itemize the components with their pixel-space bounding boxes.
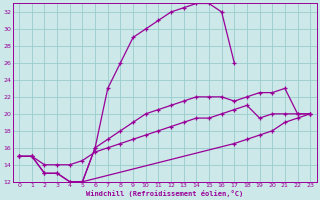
- X-axis label: Windchill (Refroidissement éolien,°C): Windchill (Refroidissement éolien,°C): [86, 190, 243, 197]
